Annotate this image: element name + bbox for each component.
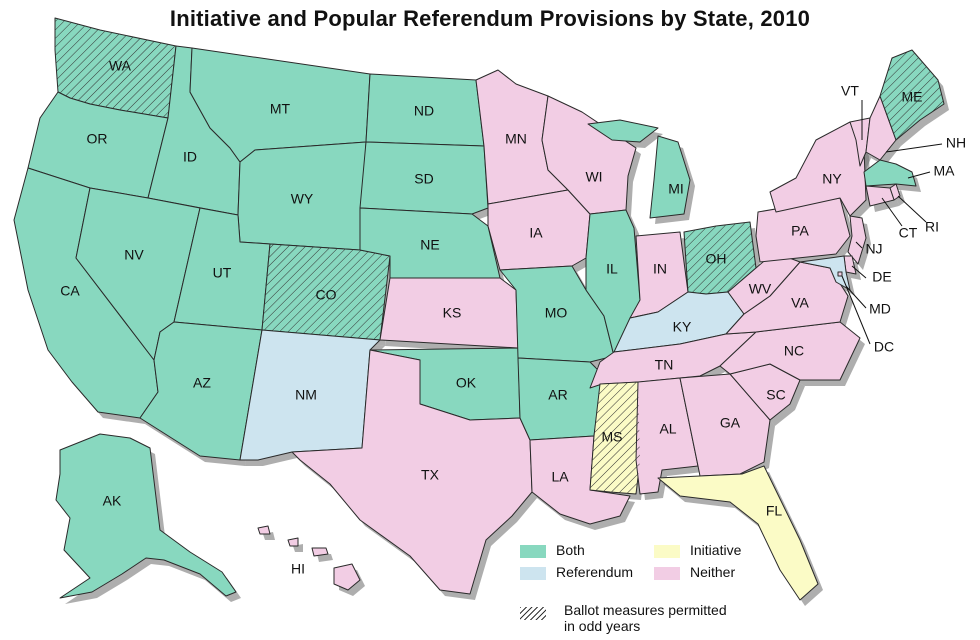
state-nh [865,95,897,161]
leader-line-dc [841,275,871,345]
state-md [799,255,851,291]
leader-line-nh [885,143,943,153]
state-label-dc: DC [874,339,894,355]
legend-odd-years-line2: in odd years [564,618,641,634]
map-legend: Both Initiative Referendum Neither Ballo… [520,538,820,638]
state-sd [359,141,489,215]
state-label-nm: NM [295,387,317,403]
state-label-me: ME [902,89,923,105]
state-label-mi: MI [668,181,684,197]
state-label-ms: MS [602,429,623,445]
legend-item-both: Both [520,542,585,558]
leader-line-nj [855,241,863,249]
state-nj [847,215,867,265]
state-label-sc: SC [766,387,785,403]
legend-item-referendum: Referendum [520,564,633,580]
state-label-ma: MA [934,163,956,179]
state-ct [865,185,895,207]
state-vt [849,117,871,167]
legend-label-both: Both [556,542,585,558]
leader-line-md [845,285,867,309]
hatch-ms [590,382,640,494]
state-label-ct: CT [899,225,918,241]
state-label-va: VA [791,295,809,311]
leader-line-ct [881,197,903,227]
state-label-az: AZ [193,375,211,391]
state-label-wv: WV [749,281,772,297]
state-label-ar: AR [548,387,567,403]
state-label-oh: OH [706,251,727,267]
state-label-ga: GA [720,415,741,431]
state-label-ny: NY [822,171,842,187]
state-label-mo: MO [545,305,568,321]
legend-label-odd-years: Ballot measures permitted in odd years [564,602,727,634]
state-label-ut: UT [213,265,232,281]
state-label-wy: WY [291,191,314,207]
legend-swatch-neither [654,566,680,580]
state-label-ri: RI [925,219,939,235]
state-ma [863,159,917,187]
hatch-co [262,244,390,340]
state-label-wa: WA [109,58,132,74]
legend-swatch-initiative [654,544,680,558]
leader-line-ri [897,195,927,223]
state-mi [587,119,691,219]
state-label-ky: KY [673,319,692,335]
state-label-nj: NJ [865,241,882,257]
state-label-hi: HI [291,561,305,577]
leader-line-ma [907,171,931,179]
state-label-wi: WI [585,169,602,185]
state-label-mn: MN [505,131,527,147]
state-label-or: OR [87,131,108,147]
state-label-ak: AK [103,493,122,509]
state-label-il: IL [606,261,618,277]
state-label-nv: NV [124,247,144,263]
state-ny [769,121,867,217]
state-label-id: ID [183,149,197,165]
legend-item-neither: Neither [654,564,735,580]
state-fl [657,465,819,601]
state-label-co: CO [316,287,337,303]
state-label-md: MD [869,301,891,317]
state-label-ca: CA [60,283,80,299]
map-title: Initiative and Popular Referendum Provis… [169,6,811,31]
state-label-pa: PA [791,223,809,239]
hatch-wa [55,18,176,118]
state-dc [837,271,843,277]
state-ak [55,433,237,599]
legend-item-initiative: Initiative [654,542,741,558]
state-label-ok: OK [456,375,477,391]
state-label-ne: NE [420,237,439,253]
hatch-me [880,50,944,140]
state-label-al: AL [659,421,676,437]
state-hi [257,525,361,591]
legend-swatch-hatch [520,606,546,620]
state-label-mt: MT [270,101,291,117]
state-label-in: IN [653,261,667,277]
state-label-tn: TN [655,357,674,373]
legend-item-odd-years [520,604,556,620]
state-label-la: LA [551,469,569,485]
state-label-nc: NC [784,343,804,359]
hatch-oh [684,222,756,294]
state-label-ks: KS [443,305,462,321]
legend-odd-years-line1: Ballot measures permitted [564,602,727,618]
state-label-vt: VT [841,83,859,99]
legend-swatch-both [520,544,546,558]
legend-swatch-referendum [520,566,546,580]
legend-label-referendum: Referendum [556,564,634,580]
state-label-fl: FL [766,503,783,519]
state-tx [291,349,533,595]
state-label-nd: ND [414,103,434,119]
state-label-nh: NH [946,135,966,151]
legend-label-neither: Neither [690,564,736,580]
leader-line-de [851,265,867,279]
state-label-sd: SD [414,171,433,187]
state-label-de: DE [872,269,891,285]
state-label-ia: IA [529,225,543,241]
legend-label-initiative: Initiative [690,542,742,558]
state-label-tx: TX [421,467,440,483]
